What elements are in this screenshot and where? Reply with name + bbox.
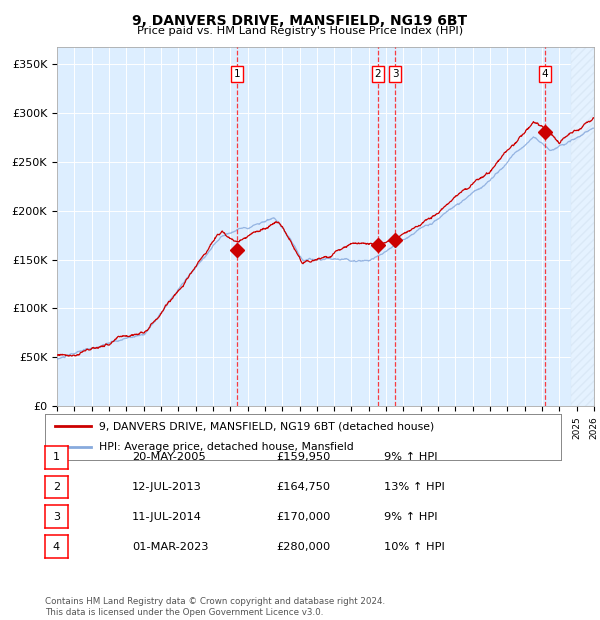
Text: 20-MAY-2005: 20-MAY-2005 <box>132 452 206 463</box>
Text: 1: 1 <box>53 452 60 463</box>
Text: £170,000: £170,000 <box>276 512 331 522</box>
Text: 9% ↑ HPI: 9% ↑ HPI <box>384 512 437 522</box>
Text: Price paid vs. HM Land Registry's House Price Index (HPI): Price paid vs. HM Land Registry's House … <box>137 26 463 36</box>
Text: 10% ↑ HPI: 10% ↑ HPI <box>384 541 445 552</box>
Text: 9% ↑ HPI: 9% ↑ HPI <box>384 452 437 463</box>
Text: HPI: Average price, detached house, Mansfield: HPI: Average price, detached house, Mans… <box>99 443 354 453</box>
Text: 9, DANVERS DRIVE, MANSFIELD, NG19 6BT (detached house): 9, DANVERS DRIVE, MANSFIELD, NG19 6BT (d… <box>99 421 434 431</box>
Text: £159,950: £159,950 <box>276 452 331 463</box>
Text: 9, DANVERS DRIVE, MANSFIELD, NG19 6BT: 9, DANVERS DRIVE, MANSFIELD, NG19 6BT <box>133 14 467 28</box>
Text: 12-JUL-2013: 12-JUL-2013 <box>132 482 202 492</box>
Text: £164,750: £164,750 <box>276 482 330 492</box>
Text: £280,000: £280,000 <box>276 541 330 552</box>
Text: 4: 4 <box>542 69 548 79</box>
Text: 01-MAR-2023: 01-MAR-2023 <box>132 541 209 552</box>
Text: 1: 1 <box>233 69 240 79</box>
Text: 2: 2 <box>53 482 60 492</box>
Text: 2: 2 <box>374 69 381 79</box>
Text: 3: 3 <box>392 69 398 79</box>
Bar <box>571 46 594 406</box>
Text: 13% ↑ HPI: 13% ↑ HPI <box>384 482 445 492</box>
Text: 11-JUL-2014: 11-JUL-2014 <box>132 512 202 522</box>
Text: 4: 4 <box>53 541 60 552</box>
Bar <box>571 46 594 406</box>
Text: Contains HM Land Registry data © Crown copyright and database right 2024.
This d: Contains HM Land Registry data © Crown c… <box>45 598 385 617</box>
Text: 3: 3 <box>53 512 60 522</box>
